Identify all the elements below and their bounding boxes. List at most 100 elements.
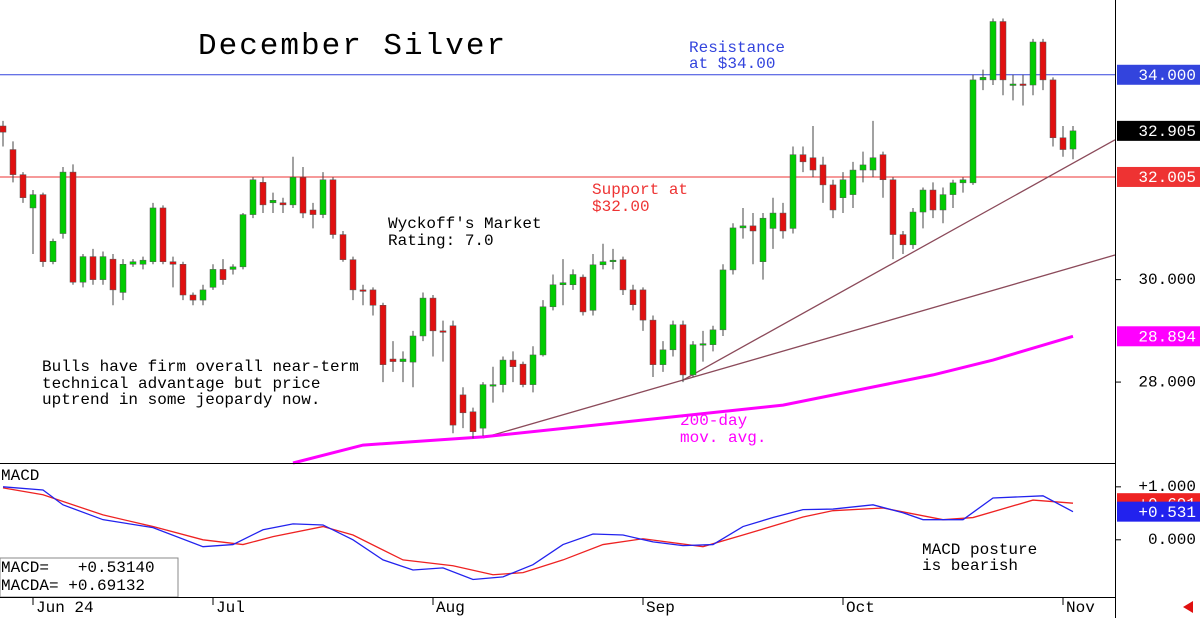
candle-body [839, 179, 847, 198]
candle-body [529, 354, 537, 385]
candle-body [809, 157, 817, 171]
candle-body [719, 269, 727, 331]
candle-body [759, 217, 767, 262]
candle-body [949, 182, 957, 195]
candle-body [559, 282, 567, 286]
support-note: Support at [592, 181, 688, 199]
candle-body [939, 194, 947, 211]
candle-body [649, 319, 657, 365]
level-label: 34.000 [1138, 67, 1196, 85]
candle-body [629, 289, 637, 305]
candle-body [389, 358, 397, 362]
level-box [1117, 166, 1200, 187]
candle-body [1059, 137, 1067, 150]
candle-body [669, 324, 677, 351]
candle-body [539, 306, 547, 356]
candle-body [519, 363, 527, 385]
candle-body [849, 169, 857, 195]
candle-body [999, 21, 1007, 81]
candle-body [969, 79, 977, 184]
candle-body [69, 171, 77, 283]
candle-body [249, 179, 257, 215]
macd-title: MACD [1, 467, 39, 485]
candle-body [19, 174, 27, 198]
candle-body [589, 264, 597, 311]
candle-body [409, 335, 417, 363]
candle-body [89, 256, 97, 280]
candle-body [899, 234, 907, 246]
candle-body [449, 325, 457, 426]
candle-body [769, 212, 777, 229]
x-tick-label: Jun 24 [36, 599, 94, 617]
candle-body [689, 344, 697, 376]
candle-body [29, 194, 37, 209]
candle-body [169, 261, 177, 265]
scroll-arrow [1183, 601, 1193, 613]
candle-body [469, 411, 477, 433]
candle-body [119, 264, 127, 293]
candle-body [229, 266, 237, 270]
candle-body [509, 359, 517, 367]
candle-body [319, 179, 327, 215]
candle-body [219, 269, 227, 280]
candle-body [799, 154, 807, 163]
x-tick-label: Aug [436, 599, 465, 617]
candle-body [869, 157, 877, 171]
candle-body [179, 264, 187, 296]
candle-body [349, 259, 357, 291]
candle-body [369, 289, 377, 306]
candle-body [9, 149, 17, 175]
resistance-note: Resistance [689, 39, 785, 57]
macd-line [2, 486, 1074, 581]
ma-note: mov. avg. [680, 429, 766, 447]
last-price-box [1117, 120, 1200, 141]
candle-body [139, 259, 147, 265]
candle-body [59, 171, 67, 234]
candle-body [1069, 130, 1077, 150]
candle-body [789, 154, 797, 229]
ma-box [1117, 326, 1200, 347]
y-tick-label: 30.000 [1138, 271, 1196, 289]
candle-body [189, 294, 197, 301]
y-tick-label: 28.000 [1138, 373, 1196, 391]
candle-body [619, 259, 627, 291]
candle-body [829, 184, 837, 211]
candle-body [379, 305, 387, 365]
macd-tick-label: 0.000 [1148, 531, 1196, 549]
candle-body [1019, 83, 1027, 86]
candle-body [749, 225, 757, 232]
trendline [682, 139, 1116, 381]
candle-body [199, 289, 207, 301]
candle-body [299, 176, 307, 214]
candle-body [279, 202, 287, 206]
candle-body [709, 329, 717, 345]
candle-body [879, 154, 887, 181]
resistance-note: at $34.00 [689, 55, 775, 73]
candle-body [699, 343, 707, 346]
candle-body [309, 209, 317, 215]
candle-body [359, 289, 367, 292]
candle-body [859, 164, 867, 171]
candle-body [929, 189, 937, 211]
candle-body [919, 189, 927, 213]
macd-box [1117, 501, 1200, 522]
last-price-label: 32.905 [1138, 123, 1196, 141]
ma-note: 200-day [680, 412, 748, 430]
support-note: $32.00 [592, 198, 650, 216]
candle-body [659, 349, 667, 365]
candle-body [479, 384, 487, 429]
candle-body [209, 269, 217, 288]
candle-body [959, 179, 967, 184]
candle-body [819, 164, 827, 186]
annotation: technical advantage but price [42, 375, 320, 393]
candle-body [1039, 41, 1047, 81]
candle-body [489, 384, 497, 387]
candle-body [679, 324, 687, 376]
candle-body [109, 258, 117, 291]
trendline [482, 254, 1116, 439]
candle-body [1029, 41, 1037, 86]
candle-body [329, 179, 337, 235]
candle-body [459, 394, 467, 414]
